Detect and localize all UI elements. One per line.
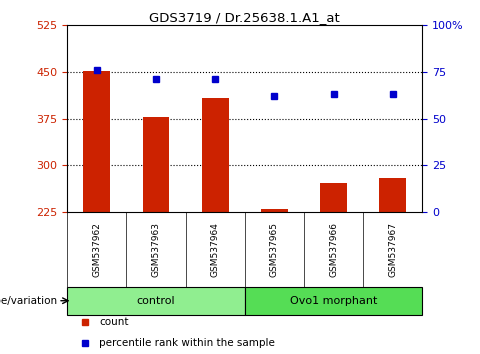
Bar xyxy=(143,117,169,212)
Text: GSM537962: GSM537962 xyxy=(92,222,101,277)
Text: genotype/variation: genotype/variation xyxy=(0,296,57,306)
Text: GSM537967: GSM537967 xyxy=(388,222,397,277)
Text: GSM537964: GSM537964 xyxy=(211,222,220,277)
Bar xyxy=(261,209,288,212)
Text: GSM537965: GSM537965 xyxy=(270,222,279,277)
Text: percentile rank within the sample: percentile rank within the sample xyxy=(99,338,275,348)
Bar xyxy=(67,287,245,315)
Bar xyxy=(380,178,406,212)
Bar xyxy=(320,183,347,212)
Text: control: control xyxy=(137,296,175,306)
Bar xyxy=(202,98,228,212)
Title: GDS3719 / Dr.25638.1.A1_at: GDS3719 / Dr.25638.1.A1_at xyxy=(149,11,340,24)
Text: GSM537963: GSM537963 xyxy=(152,222,160,277)
Text: count: count xyxy=(99,317,129,327)
Bar xyxy=(245,287,422,315)
Text: Ovo1 morphant: Ovo1 morphant xyxy=(290,296,377,306)
Text: GSM537966: GSM537966 xyxy=(329,222,338,277)
Bar xyxy=(84,71,110,212)
